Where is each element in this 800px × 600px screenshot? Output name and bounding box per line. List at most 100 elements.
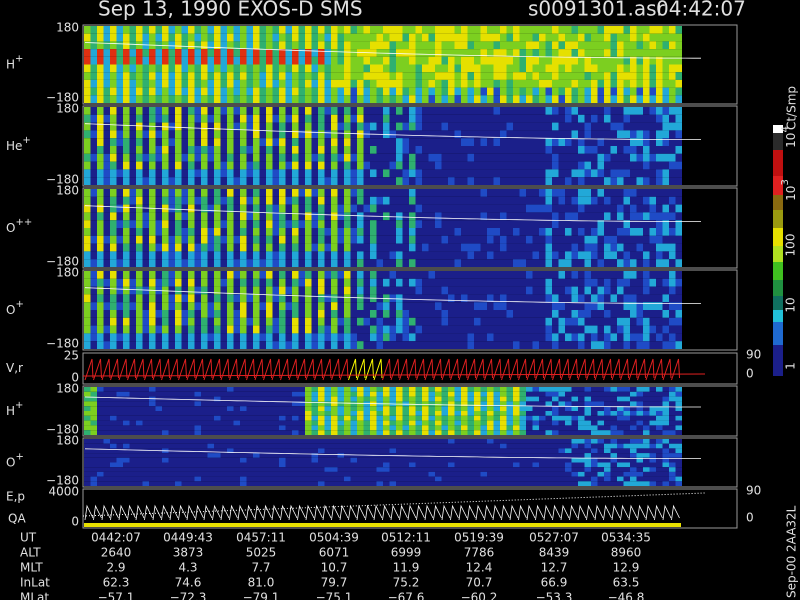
spectrogram-cell (110, 443, 117, 449)
spectrogram-cell (415, 196, 422, 205)
spectrogram-cell (474, 420, 481, 426)
spectrogram-cell (129, 228, 136, 236)
spectrogram-cell (617, 153, 624, 162)
spectrogram-cell (454, 95, 461, 103)
spectrogram-cell (90, 87, 97, 96)
spectrogram-cell (285, 286, 292, 295)
spectrogram-cell (448, 177, 455, 185)
spectrogram-cell (558, 310, 565, 318)
spectrogram-cell (402, 310, 409, 318)
spectrogram-cell (474, 146, 481, 154)
spectrogram-cell (435, 33, 442, 42)
spectrogram-cell (227, 462, 234, 468)
spectrogram-cell (292, 153, 299, 162)
spectrogram-cell (526, 33, 533, 42)
spectrogram-cell (428, 196, 435, 205)
spectrogram-cell (558, 396, 565, 402)
spectrogram-cell (422, 228, 429, 236)
spectrogram-cell (201, 401, 208, 407)
spectrogram-cell (480, 204, 487, 213)
spectrogram-cell (337, 153, 344, 162)
spectrogram-cell (246, 341, 253, 349)
spectrogram-cell (662, 341, 669, 349)
spectrogram-cell (643, 33, 650, 42)
spectrogram-cell (500, 64, 507, 73)
spectrogram-cell (246, 401, 253, 407)
spectrogram-cell (155, 146, 162, 154)
spectrogram-cell (233, 87, 240, 96)
spectrogram-cell (415, 169, 422, 178)
spectrogram-cell (669, 271, 676, 279)
spectrogram-cell (409, 196, 416, 205)
spectrogram-cell (571, 41, 578, 50)
spectrogram-cell (506, 114, 513, 123)
spectrogram-cell (272, 41, 279, 50)
spectrogram-cell (214, 235, 221, 244)
spectrogram-cell (220, 153, 227, 162)
spectrogram-cell (435, 122, 442, 131)
spectrogram-cell (337, 387, 344, 392)
spectrogram-cell (90, 251, 97, 260)
spectrogram-cell (578, 430, 585, 435)
spectrogram-cell (584, 95, 591, 103)
velocity-trace (611, 358, 621, 381)
spectrogram-cell (136, 204, 143, 213)
velocity-trace (603, 358, 612, 381)
spectrogram-cell (337, 430, 344, 435)
spectrogram-cell (149, 130, 156, 139)
spectrogram-cell (415, 122, 422, 131)
spectrogram-cell (227, 443, 234, 449)
spectrogram-cell (136, 243, 143, 252)
spectrogram-cell (142, 406, 149, 411)
spectrogram-cell (461, 122, 468, 131)
spectrogram-cell (428, 64, 435, 73)
spectrogram-cell (188, 204, 195, 213)
spectrogram-cell (162, 271, 169, 279)
velocity-trace (288, 358, 298, 381)
spectrogram-cell (97, 130, 104, 139)
spectrogram-cell (266, 161, 273, 170)
spectrogram-cell (188, 177, 195, 185)
panel-label: He+ (6, 135, 31, 153)
spectrogram-cell (526, 220, 533, 228)
spectrogram-cell (552, 130, 559, 139)
spectrogram-cell (435, 56, 442, 65)
spectrogram-cell (604, 87, 611, 96)
spectrogram-cell (604, 251, 611, 260)
spectrogram-cell (90, 325, 97, 334)
velocity-trace (365, 358, 374, 381)
spectrogram-cell (669, 341, 676, 349)
spectrogram-cell (675, 107, 682, 115)
spectrogram-cell (357, 406, 364, 411)
spectrogram-cell (441, 146, 448, 154)
spectrogram-cell (396, 228, 403, 236)
spectrogram-cell (90, 448, 97, 454)
spectrogram-cell (396, 411, 403, 416)
velocity-trace (127, 358, 136, 381)
spectrogram-cell (188, 49, 195, 57)
spectrogram-cell (448, 79, 455, 88)
spectrogram-cell (422, 196, 429, 205)
spectrogram-cell (90, 453, 97, 458)
spectrogram-cell (539, 310, 546, 318)
spectrogram-cell (441, 271, 448, 279)
spectrogram-cell (266, 425, 273, 431)
spectrogram-cell (162, 420, 169, 426)
spectrogram-cell (266, 317, 273, 326)
spectrogram-cell (318, 138, 325, 146)
spectrogram-cell (298, 196, 305, 205)
spectrogram-cell (402, 243, 409, 252)
spectrogram-cell (136, 251, 143, 260)
spectrogram-cell (591, 56, 598, 65)
spectrogram-cell (649, 387, 656, 392)
spectrogram-cell (337, 391, 344, 397)
spectrogram-cell (402, 401, 409, 407)
spectrogram-cell (545, 196, 552, 205)
spectrogram-cell (84, 430, 91, 435)
spectrogram-cell (194, 387, 201, 392)
spectrogram-cell (643, 153, 650, 162)
spectrogram-cell (181, 138, 188, 146)
spectrogram-cell (90, 259, 97, 267)
spectrogram-cell (116, 411, 123, 416)
spectrogram-cell (311, 196, 318, 205)
